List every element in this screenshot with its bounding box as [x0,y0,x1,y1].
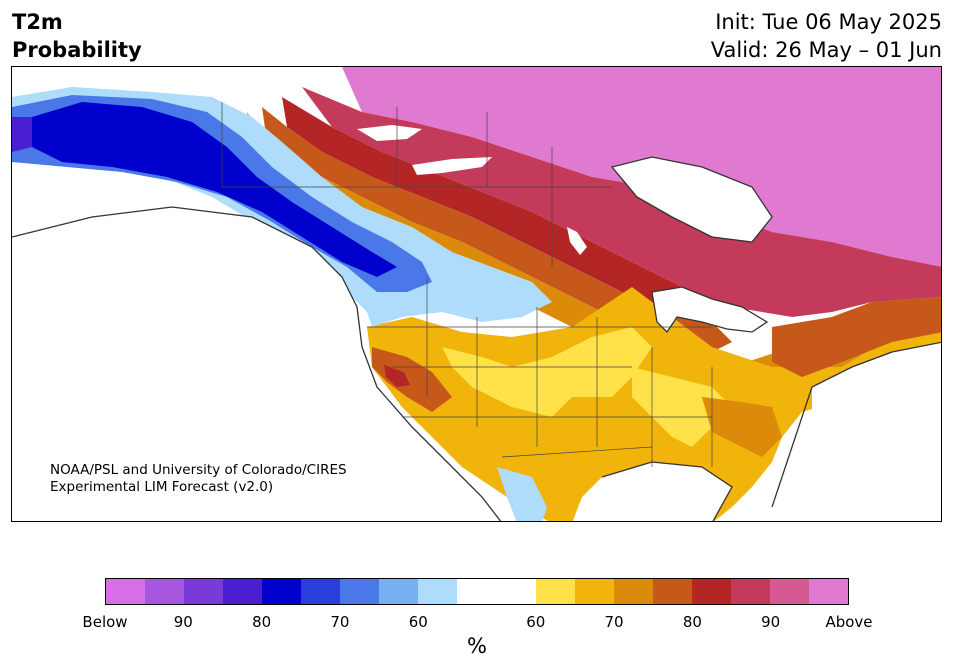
atlantic-ocean [773,342,941,521]
colorbar-swatch [301,579,341,604]
credit-line-1: NOAA/PSL and University of Colorado/CIRE… [50,462,347,478]
hudson-bay [612,157,772,242]
valid-date: Valid: 26 May – 01 Jun [710,38,942,62]
map-title: T2m Probability [12,8,142,64]
above-dark-band [282,97,732,322]
title-line-1: T2m [12,10,63,34]
colorbar-tick-label: 60 [408,613,428,631]
colorbar-swatch [574,579,614,604]
pacific-ocean [12,207,501,521]
colorbar-swatch [340,579,380,604]
lake-winnipeg [567,227,587,255]
great-slave-lake [412,157,492,175]
credit-line-2: Experimental LIM Forecast (v2.0) [50,479,274,495]
colorbar-swatch [496,579,536,604]
coastlines [12,156,941,521]
title-line-2: Probability [12,38,142,62]
colorbar-swatch [613,579,653,604]
colorbar-swatch [379,579,419,604]
colorbar-swatch [223,579,263,604]
great-lakes [652,287,767,332]
colorbar-swatch [769,579,809,604]
colorbar-swatch [145,579,185,604]
probability-map [12,67,941,521]
mexico-blue-patch [497,467,547,521]
colorbar-tick-label: 80 [682,613,702,631]
below-purple-edge [12,117,32,152]
above-yellow-patches [442,327,652,417]
southwest-red-core [384,365,410,387]
colorbar-tick-label: 70 [330,613,350,631]
southeast-amber [702,397,782,457]
northeast-warm [772,297,941,377]
colorbar-swatch [730,579,770,604]
great-bear-lake [357,125,422,141]
above-strong-band [302,87,941,317]
credit-text: NOAA/PSL and University of Colorado/CIRE… [50,462,347,496]
colorbar-tick-label: 80 [252,613,272,631]
colorbar-swatch [262,579,302,604]
state-province-borders [221,102,713,467]
colorbar-swatch [691,579,731,604]
colorbar-swatch [418,579,458,604]
colorbar-tick-label: 70 [604,613,624,631]
colorbar-unit: % [467,634,487,658]
below-strong-region [32,102,397,277]
colorbar-swatch [184,579,224,604]
init-date: Init: Tue 06 May 2025 [715,10,942,34]
forecast-dates: Init: Tue 06 May 2025 Valid: 26 May – 01… [711,8,942,64]
colorbar-swatch [457,579,497,604]
southwest-warm-core [372,347,452,412]
colorbar-swatch [106,579,146,604]
above-orange-band [262,107,732,357]
colorbar-swatch [535,579,575,604]
colorbar-tick-label: 90 [173,613,193,631]
colorbar-swatch [808,579,848,604]
colorbar-swatch [652,579,692,604]
colorbar [105,578,849,605]
colorbar-tick-label: 90 [761,613,781,631]
colorbar-tick-label: 60 [526,613,546,631]
gulf-of-mexico [572,462,732,521]
colorbar-tick-label: Above [825,613,873,631]
colorbar-tick-label: Below [82,613,128,631]
map-panel: NOAA/PSL and University of Colorado/CIRE… [11,66,942,522]
above-yellow-east [632,367,732,447]
